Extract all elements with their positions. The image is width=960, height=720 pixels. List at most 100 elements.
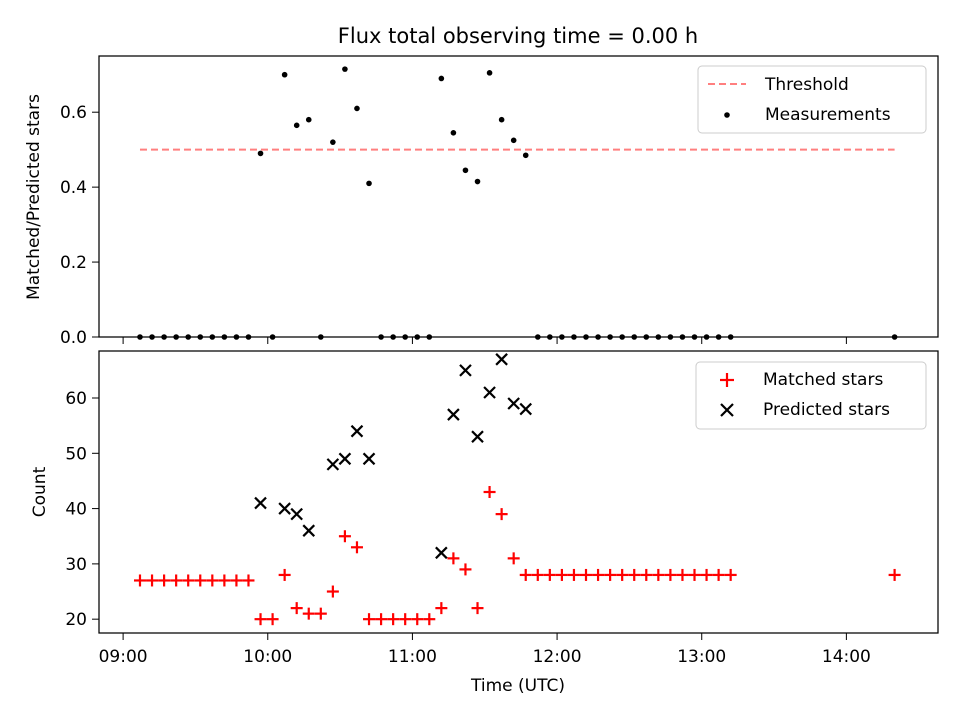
legend-matched-swatch [720, 373, 734, 387]
matched-star-point [254, 613, 267, 626]
bottom-panel-data [133, 353, 901, 626]
x-tick-label: 09:00 [99, 647, 148, 667]
top-legend: Threshold Measurements [697, 65, 927, 134]
matched-star-point [616, 568, 629, 581]
predicted-star-point [290, 507, 303, 521]
matched-star-point [664, 568, 677, 581]
y-tick-label: 0.4 [60, 178, 87, 198]
matched-star-point [278, 568, 291, 581]
predicted-star-point [278, 502, 291, 515]
matched-star-point [712, 568, 725, 581]
matched-star-point [604, 568, 617, 581]
predicted-star-point [471, 430, 484, 443]
x-axis-label: Time (UTC) [470, 676, 565, 696]
measurement-point [342, 66, 348, 72]
matched-star-point [459, 563, 472, 576]
predicted-star-point [435, 546, 448, 560]
legend-matched-label: Matched stars [763, 370, 883, 390]
y-tick-label: 0.2 [60, 253, 87, 273]
matched-star-point [592, 568, 605, 581]
matched-star-point [387, 613, 400, 626]
y-tick-label: 40 [65, 500, 87, 520]
matched-star-point [194, 574, 207, 587]
predicted-star-point [326, 458, 340, 471]
bottom-y-ticks: 20 30 40 50 60 [65, 389, 99, 630]
matched-star-point [700, 568, 713, 581]
predicted-star-point [350, 424, 364, 438]
matched-star-point [888, 568, 901, 581]
matched-star-point [471, 602, 484, 615]
matched-star-point [314, 607, 327, 620]
legend-predicted-label: Predicted stars [763, 400, 890, 420]
predicted-star-point [495, 353, 508, 366]
measurement-point [281, 71, 288, 78]
y-tick-label: 50 [65, 444, 87, 464]
bottom-x-ticks: 09:00 10:00 11:00 12:00 13:00 14:00 [99, 633, 871, 667]
bottom-panel-frame [98, 350, 939, 634]
matched-star-point [182, 574, 195, 587]
matched-star-point [230, 574, 243, 587]
measurement-point [293, 122, 300, 129]
matched-star-point [724, 568, 737, 581]
predicted-star-point [338, 452, 352, 466]
matched-star-point [411, 613, 424, 626]
matched-star-point [447, 552, 460, 565]
matched-star-point [483, 486, 496, 498]
top-y-ticks: 0.0 0.2 0.4 0.6 [60, 103, 99, 348]
matched-star-point [640, 568, 653, 581]
top-y-axis-label: Matched/Predicted stars [24, 94, 44, 300]
bottom-panel: 20 30 40 50 60 09:00 10:00 11:00 12:00 13:00 14:0… [30, 350, 939, 696]
matched-star-point [676, 568, 689, 581]
measurement-point [474, 178, 481, 185]
predicted-star-point [362, 452, 376, 466]
matched-star-point [507, 552, 520, 565]
predicted-star-point [459, 364, 472, 377]
matched-star-point [170, 574, 183, 587]
matched-star-point [435, 602, 448, 615]
x-tick-label: 13:00 [677, 647, 726, 667]
predicted-star-point [519, 402, 533, 416]
measurement-point [257, 150, 264, 157]
top-x-ticks [122, 337, 847, 344]
measurement-point [498, 116, 505, 123]
bottom-legend: Matched stars Predicted stars [695, 361, 927, 430]
matched-star-point [302, 607, 315, 620]
y-tick-label: 20 [65, 610, 87, 630]
matched-star-point [399, 613, 412, 626]
matched-star-point [242, 574, 255, 587]
matched-star-point [543, 568, 556, 581]
x-tick-label: 10:00 [243, 647, 292, 667]
x-tick-label: 11:00 [388, 647, 437, 667]
predicted-star-point [483, 386, 496, 399]
matched-star-point [555, 568, 568, 581]
measurement-point [522, 152, 529, 159]
predicted-star-point [507, 397, 520, 410]
matched-star-point [158, 574, 171, 587]
matched-star-point [628, 568, 641, 581]
matched-star-point [350, 541, 363, 554]
matched-star-point [519, 568, 532, 581]
legend-predicted-swatch [720, 403, 734, 417]
y-tick-label: 60 [65, 389, 87, 409]
matched-star-point [290, 602, 303, 615]
measurement-point [438, 75, 445, 82]
bottom-legend-box [695, 361, 927, 430]
measurement-point [510, 137, 517, 144]
top-panel: 0.0 0.2 0.4 0.6 Matched/Predicted stars Thr… [24, 55, 939, 348]
matched-star-point [338, 530, 351, 543]
measurement-point [366, 180, 372, 187]
measurement-point [354, 105, 360, 112]
y-tick-label: 0.6 [60, 103, 87, 123]
measurement-point [305, 116, 312, 123]
y-tick-label: 30 [65, 555, 87, 575]
measurement-point [486, 70, 493, 76]
legend-measurements-swatch [724, 112, 730, 118]
top-legend-box [697, 65, 927, 134]
y-tick-label: 0.0 [60, 328, 87, 348]
matched-star-point [531, 568, 544, 581]
matched-star-point [567, 568, 580, 581]
matched-star-point [423, 613, 436, 626]
matched-star-point [326, 585, 339, 598]
x-tick-label: 14:00 [822, 647, 871, 667]
